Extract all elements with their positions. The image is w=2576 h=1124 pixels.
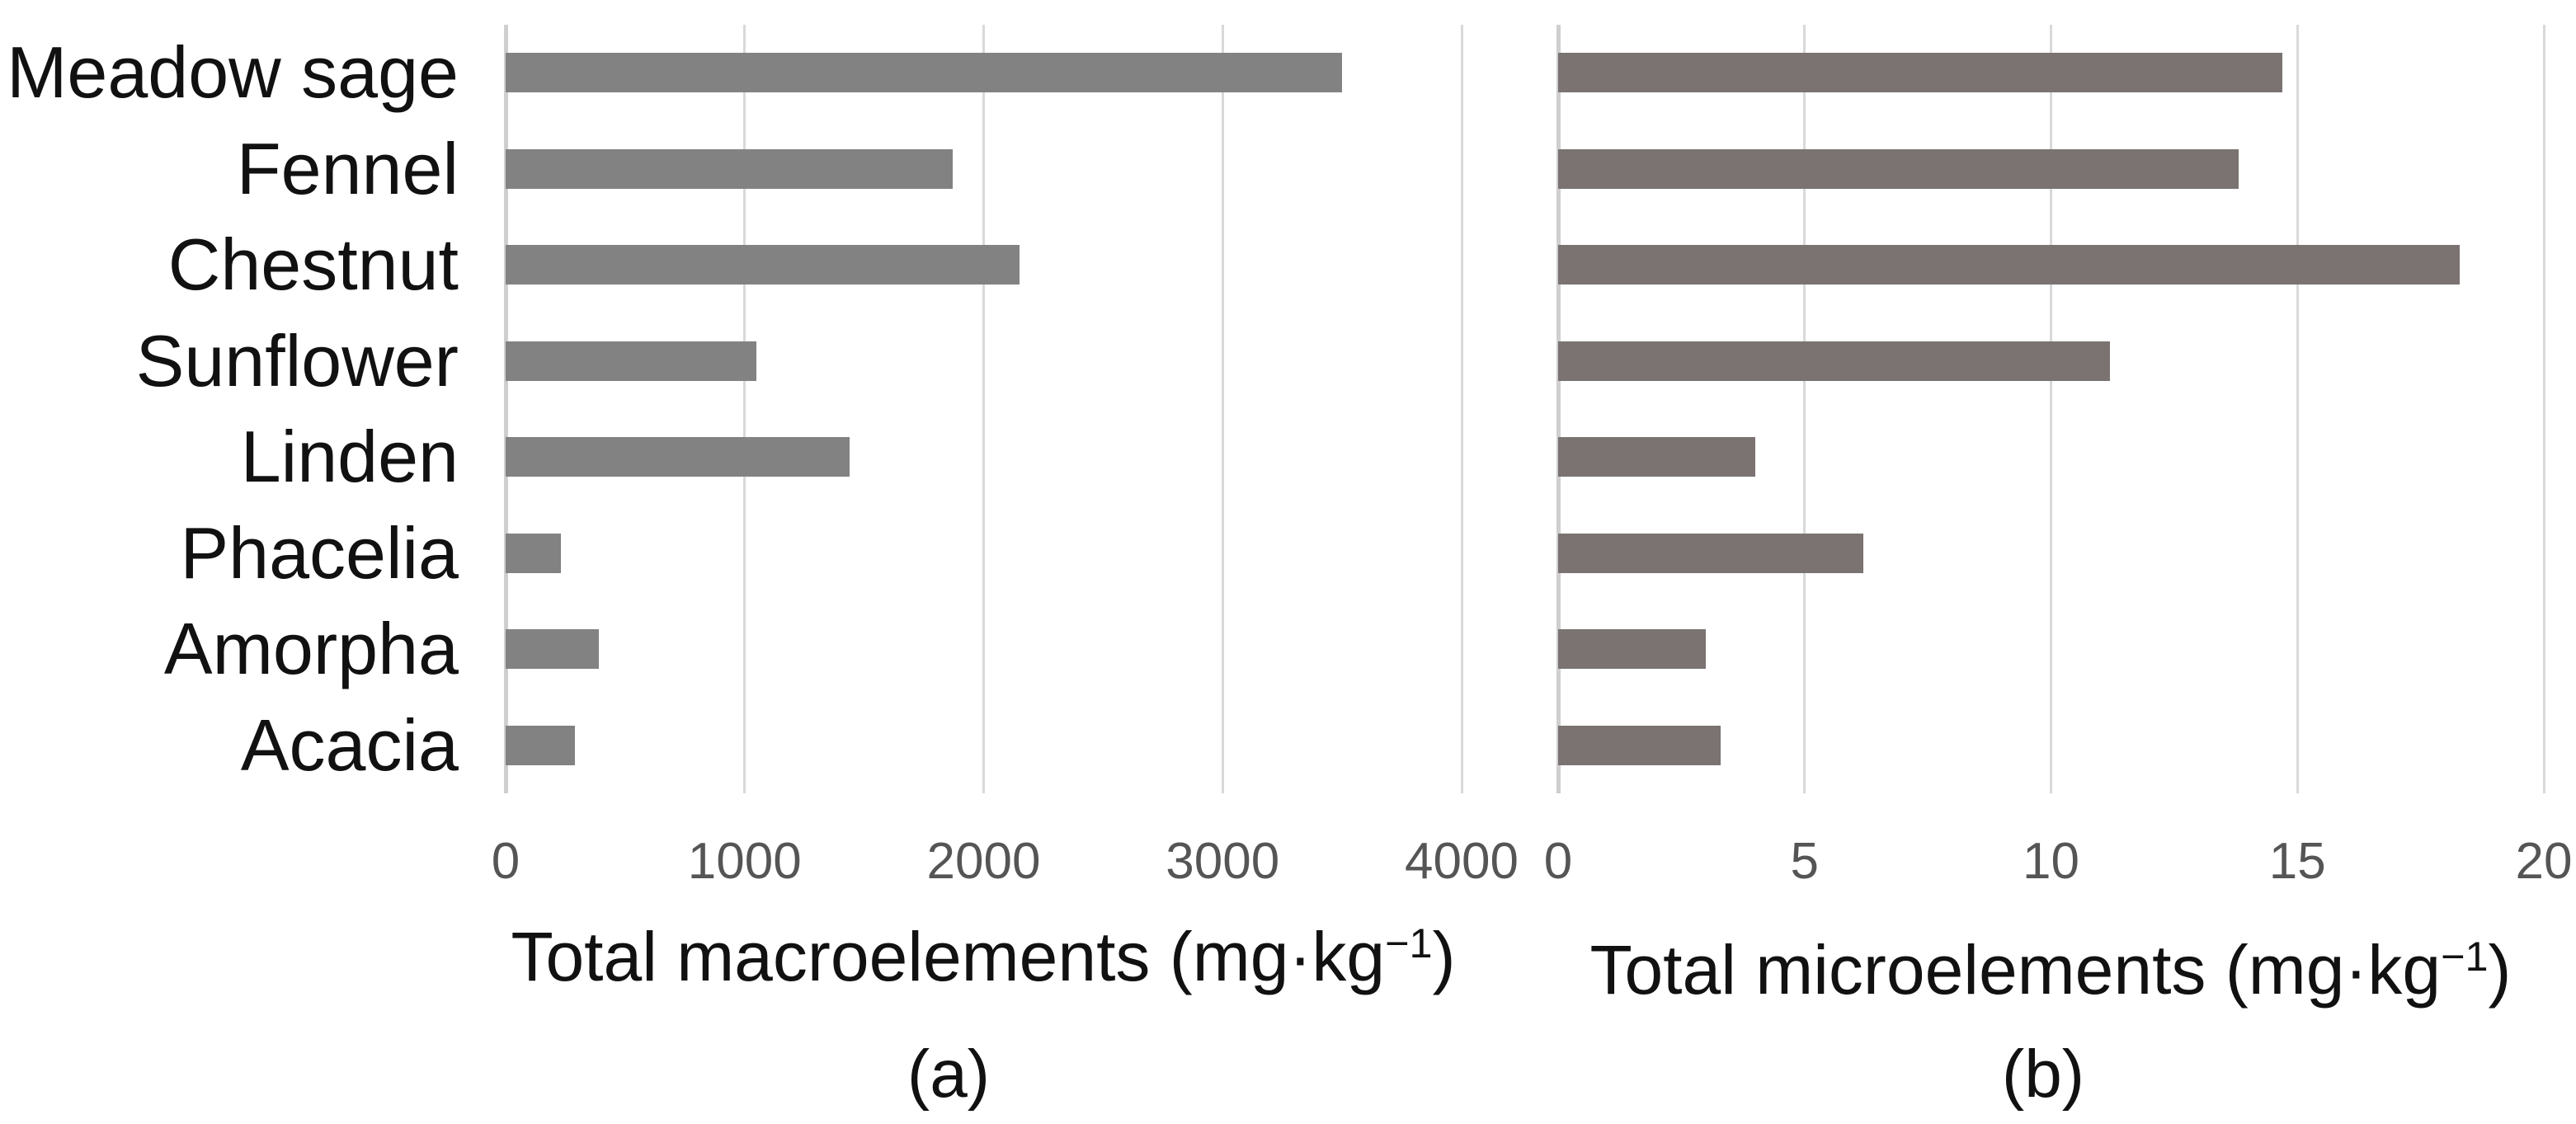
chart-b-x-axis-title: Total microelements (mg·kg−1) [1589, 935, 2511, 1004]
gridline [743, 25, 746, 793]
gridline [1221, 25, 1224, 793]
category-label: Meadow sage [7, 31, 459, 114]
chart-a-title-main: Total macroelements (mg·kg [511, 918, 1386, 995]
chart-b-plot-area [1556, 25, 2545, 793]
bar [1558, 341, 2111, 381]
value-axis-zero-line [1556, 25, 1561, 793]
bar [1558, 533, 1864, 573]
gridline [982, 25, 985, 793]
bar [1558, 437, 1755, 477]
bar [506, 148, 953, 189]
x-tick-label: 2000 [926, 833, 1041, 890]
x-tick-label: 10 [2023, 833, 2079, 890]
chart-a-title-superscript: −1 [1385, 919, 1433, 967]
bar [506, 53, 1343, 93]
bar [1558, 148, 2239, 189]
chart-b-title-end: ) [2488, 931, 2512, 1009]
category-label: Sunflower [135, 319, 459, 402]
category-label: Amorpha [163, 608, 459, 690]
chart-a-x-axis-title: Total macroelements (mg·kg−1) [511, 922, 1455, 991]
x-tick-label: 0 [491, 833, 520, 890]
x-tick-label: 0 [1543, 833, 1573, 890]
chart-b-title-main: Total microelements (mg·kg [1589, 931, 2442, 1009]
x-tick-label: 15 [2268, 833, 2326, 890]
bar [1558, 629, 1707, 670]
gridline [1803, 25, 1806, 793]
bar [506, 437, 850, 477]
bar [506, 629, 599, 670]
gridline [1460, 25, 1463, 793]
gridline [2050, 25, 2052, 793]
gridline [2296, 25, 2299, 793]
chart-a-title-end: ) [1432, 918, 1456, 995]
x-tick-label: 20 [2515, 833, 2573, 890]
value-axis-zero-line [504, 25, 508, 793]
chart-a-panel-caption: (a) [907, 1037, 991, 1112]
bar [1558, 53, 2283, 93]
bar [1558, 245, 2461, 285]
chart-a-plot-area [504, 25, 1463, 793]
bar [506, 725, 576, 765]
category-label: Chestnut [167, 223, 459, 306]
category-label: Fennel [236, 127, 459, 209]
bar [506, 341, 757, 381]
x-tick-label: 1000 [687, 833, 802, 890]
x-tick-label: 4000 [1405, 833, 1519, 890]
category-label: Phacelia [180, 511, 459, 594]
chart-b-title-superscript: −1 [2441, 933, 2489, 981]
category-label: Acacia [240, 703, 459, 786]
bar [1558, 725, 1721, 765]
chart-b-panel-caption: (b) [2001, 1037, 2085, 1112]
gridline [2542, 25, 2545, 793]
x-tick-label: 5 [1790, 833, 1819, 890]
x-tick-label: 3000 [1166, 833, 1280, 890]
category-label: Linden [240, 416, 459, 498]
bar [506, 245, 1020, 285]
bar [506, 533, 561, 573]
